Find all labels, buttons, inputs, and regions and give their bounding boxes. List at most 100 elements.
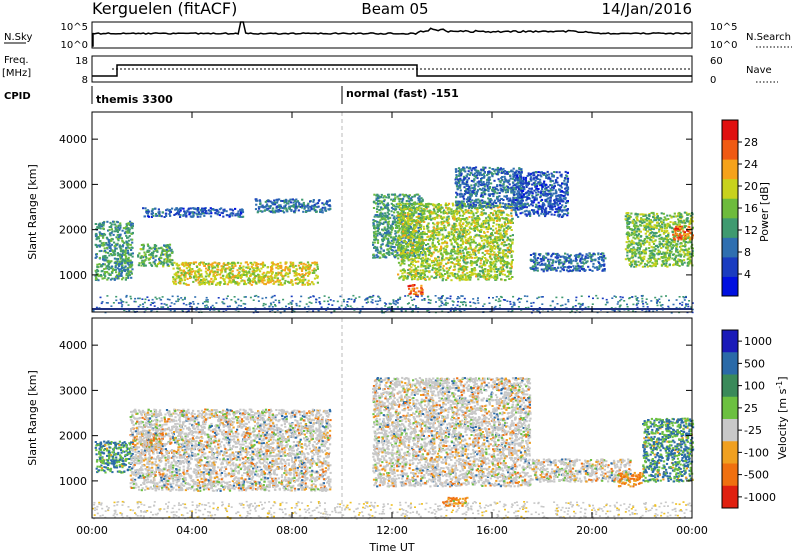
data-cell: [421, 244, 424, 247]
data-cell: [409, 214, 412, 216]
data-cell: [267, 207, 270, 210]
data-cell: [219, 276, 222, 279]
data-cell: [485, 206, 488, 209]
data-cell: [422, 208, 426, 210]
data-cell: [386, 202, 389, 205]
data-cell: [316, 281, 319, 284]
data-cell: [401, 269, 404, 271]
data-cell: [420, 220, 423, 223]
data-cell: [408, 239, 411, 242]
data-cell: [499, 226, 502, 229]
data-cell: [444, 226, 447, 229]
data-cell: [94, 243, 97, 246]
data-cell: [473, 240, 476, 243]
data-cell: [511, 217, 514, 220]
data-cell: [465, 211, 468, 214]
data-cell: [503, 228, 506, 231]
data-cell: [393, 208, 396, 211]
data-cell: [96, 265, 99, 268]
data-cell: [174, 208, 177, 211]
data-cell: [461, 271, 464, 274]
data-cell: [379, 252, 382, 255]
data-cell: [115, 229, 118, 232]
data-cell: [196, 278, 199, 281]
data-cell: [165, 244, 168, 247]
data-cell: [150, 263, 153, 266]
data-cell: [464, 236, 467, 239]
data-cell: [111, 238, 114, 241]
data-cell: [478, 188, 482, 190]
data-cell: [422, 271, 425, 274]
data-cell: [299, 278, 302, 281]
data-cell: [149, 262, 152, 265]
data-cell: [114, 244, 117, 247]
data-cell: [127, 273, 130, 275]
data-cell: [294, 202, 297, 205]
data-cell: [189, 275, 192, 278]
data-cell: [459, 220, 462, 223]
data-cell: [284, 274, 287, 277]
data-cell: [513, 174, 516, 177]
data-cell: [480, 228, 483, 231]
data-cell: [385, 232, 388, 234]
data-cell: [467, 196, 470, 199]
data-cell: [393, 193, 396, 196]
noise-panel: N.Sky 10^5 10^0 10^5 10^0 N.Search: [4, 21, 792, 51]
data-cell: [434, 259, 438, 261]
data-cell: [404, 277, 407, 280]
data-cell: [300, 261, 303, 264]
data-cell: [441, 238, 444, 240]
data-cell: [231, 261, 234, 264]
data-cell: [450, 242, 453, 245]
data-cell: [200, 207, 204, 210]
noise-left-tick-top: 10^5: [61, 22, 88, 33]
data-cell: [388, 254, 391, 256]
data-cell: [430, 252, 433, 255]
data-cell: [151, 209, 154, 212]
data-cell: [200, 261, 203, 264]
data-cell: [450, 212, 453, 215]
data-cell: [381, 243, 384, 246]
data-cell: [127, 236, 130, 239]
data-cell: [382, 207, 385, 210]
data-cell: [482, 272, 485, 275]
data-cell: [260, 280, 263, 283]
data-cell: [447, 215, 450, 218]
data-cell: [259, 210, 262, 213]
data-cell: [163, 250, 166, 252]
data-cell: [400, 236, 403, 239]
data-cell: [103, 277, 106, 280]
data-cell: [517, 205, 520, 208]
data-cell: [439, 229, 442, 232]
data-cell: [218, 214, 221, 217]
data-cell: [487, 171, 490, 173]
data-cell: [455, 207, 458, 210]
data-cell: [296, 277, 299, 279]
data-cell: [475, 263, 478, 266]
data-cell: [316, 263, 319, 266]
data-cell: [115, 220, 118, 223]
data-cell: [129, 220, 132, 223]
data-cell: [241, 274, 244, 277]
data-cell: [406, 194, 409, 197]
data-cell: [129, 254, 132, 257]
data-cell: [384, 235, 387, 238]
data-cell: [114, 276, 118, 279]
data-cell: [377, 226, 380, 229]
data-cell: [393, 246, 396, 249]
data-cell: [409, 226, 412, 229]
data-cell: [410, 244, 413, 247]
data-cell: [181, 273, 184, 276]
data-cell: [427, 222, 430, 225]
data-cell: [150, 247, 153, 250]
data-cell: [507, 270, 510, 273]
data-cell: [185, 214, 188, 217]
data-cell: [505, 233, 508, 236]
data-cell: [295, 273, 298, 276]
data-cell: [404, 241, 407, 243]
data-cell: [375, 202, 378, 205]
data-cell: [446, 222, 449, 224]
data-cell: [459, 203, 462, 206]
data-cell: [120, 262, 123, 265]
data-cell: [475, 208, 478, 211]
